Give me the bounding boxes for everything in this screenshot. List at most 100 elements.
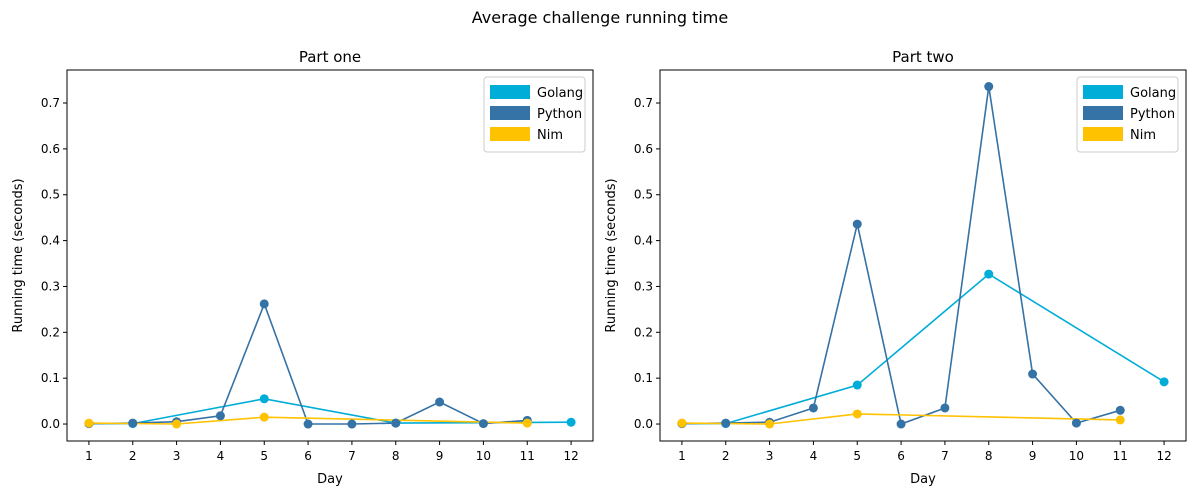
data-point-golang xyxy=(984,269,994,279)
legend: Golang Python Nim xyxy=(1076,76,1179,153)
x-tick-label: 12 xyxy=(563,449,578,463)
legend-label-golang: Golang xyxy=(1130,86,1176,101)
data-point-python xyxy=(128,418,138,428)
y-tick-label: 0.0 xyxy=(634,417,653,431)
data-point-nim xyxy=(172,419,182,429)
legend-label-python: Python xyxy=(537,107,582,122)
series-line-python xyxy=(88,301,528,425)
x-tick-label: 9 xyxy=(1029,449,1037,463)
y-tick-label: 0.0 xyxy=(41,417,60,431)
data-point-golang xyxy=(259,394,269,404)
data-point-python xyxy=(215,411,225,421)
y-tick-label: 0.6 xyxy=(634,142,653,156)
x-axis-label: Day xyxy=(910,472,936,487)
data-point-python xyxy=(303,419,313,429)
legend-swatch-nim xyxy=(1083,127,1123,141)
y-tick-label: 0.4 xyxy=(634,234,653,248)
data-point-python xyxy=(896,419,906,429)
data-point-python xyxy=(1071,418,1081,428)
plot-frame xyxy=(659,69,1187,442)
y-tick-label: 0.5 xyxy=(41,188,60,202)
x-tick-label: 2 xyxy=(722,449,730,463)
legend-label-nim: Nim xyxy=(537,128,563,143)
x-tick-label: 12 xyxy=(1156,449,1171,463)
data-point-nim xyxy=(765,419,775,429)
data-point-nim xyxy=(1115,415,1125,425)
legend: Golang Python Nim xyxy=(483,76,586,153)
data-point-python xyxy=(1115,405,1125,415)
x-tick-label: 4 xyxy=(810,449,818,463)
x-tick-label: 8 xyxy=(985,449,993,463)
y-tick-label: 0.6 xyxy=(41,142,60,156)
figure-title: Average challenge running time xyxy=(472,8,728,27)
x-tick-label: 3 xyxy=(766,449,774,463)
x-tick-label: 9 xyxy=(436,449,444,463)
y-tick-label: 0.5 xyxy=(634,188,653,202)
chart-title: Part two xyxy=(892,48,954,66)
series-line-python xyxy=(681,86,1121,426)
data-point-python xyxy=(852,219,862,229)
data-point-golang xyxy=(852,380,862,390)
legend-swatch-nim xyxy=(490,127,530,141)
legend-swatch-golang xyxy=(1083,85,1123,99)
y-tick-label: 0.3 xyxy=(634,279,653,293)
data-point-python xyxy=(435,397,445,407)
x-tick-label: 3 xyxy=(173,449,181,463)
data-point-python xyxy=(259,299,269,309)
data-point-python xyxy=(478,419,488,429)
legend-swatch-python xyxy=(1083,106,1123,120)
legend-label-nim: Nim xyxy=(1130,128,1156,143)
data-point-golang xyxy=(1159,377,1169,387)
data-point-python xyxy=(808,403,818,413)
data-point-python xyxy=(940,403,950,413)
x-tick-label: 1 xyxy=(678,449,686,463)
legend-label-python: Python xyxy=(1130,107,1175,122)
x-tick-label: 10 xyxy=(476,449,491,463)
series-line-golang xyxy=(88,397,572,425)
x-tick-label: 11 xyxy=(520,449,535,463)
data-point-golang xyxy=(566,417,576,427)
chart-title: Part one xyxy=(299,48,361,66)
y-axis-label: Running time (seconds) xyxy=(604,178,619,332)
y-tick-label: 0.1 xyxy=(634,371,653,385)
data-point-nim xyxy=(84,418,94,428)
x-tick-label: 11 xyxy=(1113,449,1128,463)
data-point-nim xyxy=(522,418,532,428)
y-tick-label: 0.7 xyxy=(634,96,653,110)
x-tick-label: 7 xyxy=(941,449,949,463)
x-tick-label: 6 xyxy=(304,449,312,463)
x-tick-label: 7 xyxy=(348,449,356,463)
x-tick-label: 6 xyxy=(897,449,905,463)
data-point-nim xyxy=(677,418,687,428)
data-point-nim xyxy=(852,409,862,419)
x-tick-label: 2 xyxy=(129,449,137,463)
data-point-python xyxy=(347,419,357,429)
series-line-golang xyxy=(681,273,1165,425)
y-tick-label: 0.2 xyxy=(634,325,653,339)
x-tick-label: 10 xyxy=(1069,449,1084,463)
plot-frame xyxy=(66,69,594,442)
data-point-nim xyxy=(259,412,269,422)
data-point-python xyxy=(721,418,731,428)
legend-swatch-python xyxy=(490,106,530,120)
y-tick-label: 0.1 xyxy=(41,371,60,385)
x-tick-label: 4 xyxy=(217,449,225,463)
y-axis-label: Running time (seconds) xyxy=(11,178,26,332)
data-point-python xyxy=(1028,369,1038,379)
y-tick-label: 0.3 xyxy=(41,279,60,293)
y-tick-label: 0.2 xyxy=(41,325,60,339)
x-tick-label: 1 xyxy=(85,449,93,463)
data-point-python xyxy=(391,418,401,428)
legend-swatch-golang xyxy=(490,85,530,99)
data-point-python xyxy=(984,82,994,92)
x-tick-label: 8 xyxy=(392,449,400,463)
x-tick-label: 5 xyxy=(853,449,861,463)
legend-label-golang: Golang xyxy=(537,86,583,101)
x-tick-label: 5 xyxy=(260,449,268,463)
y-tick-label: 0.7 xyxy=(41,96,60,110)
x-axis-label: Day xyxy=(317,472,343,487)
y-tick-label: 0.4 xyxy=(41,234,60,248)
